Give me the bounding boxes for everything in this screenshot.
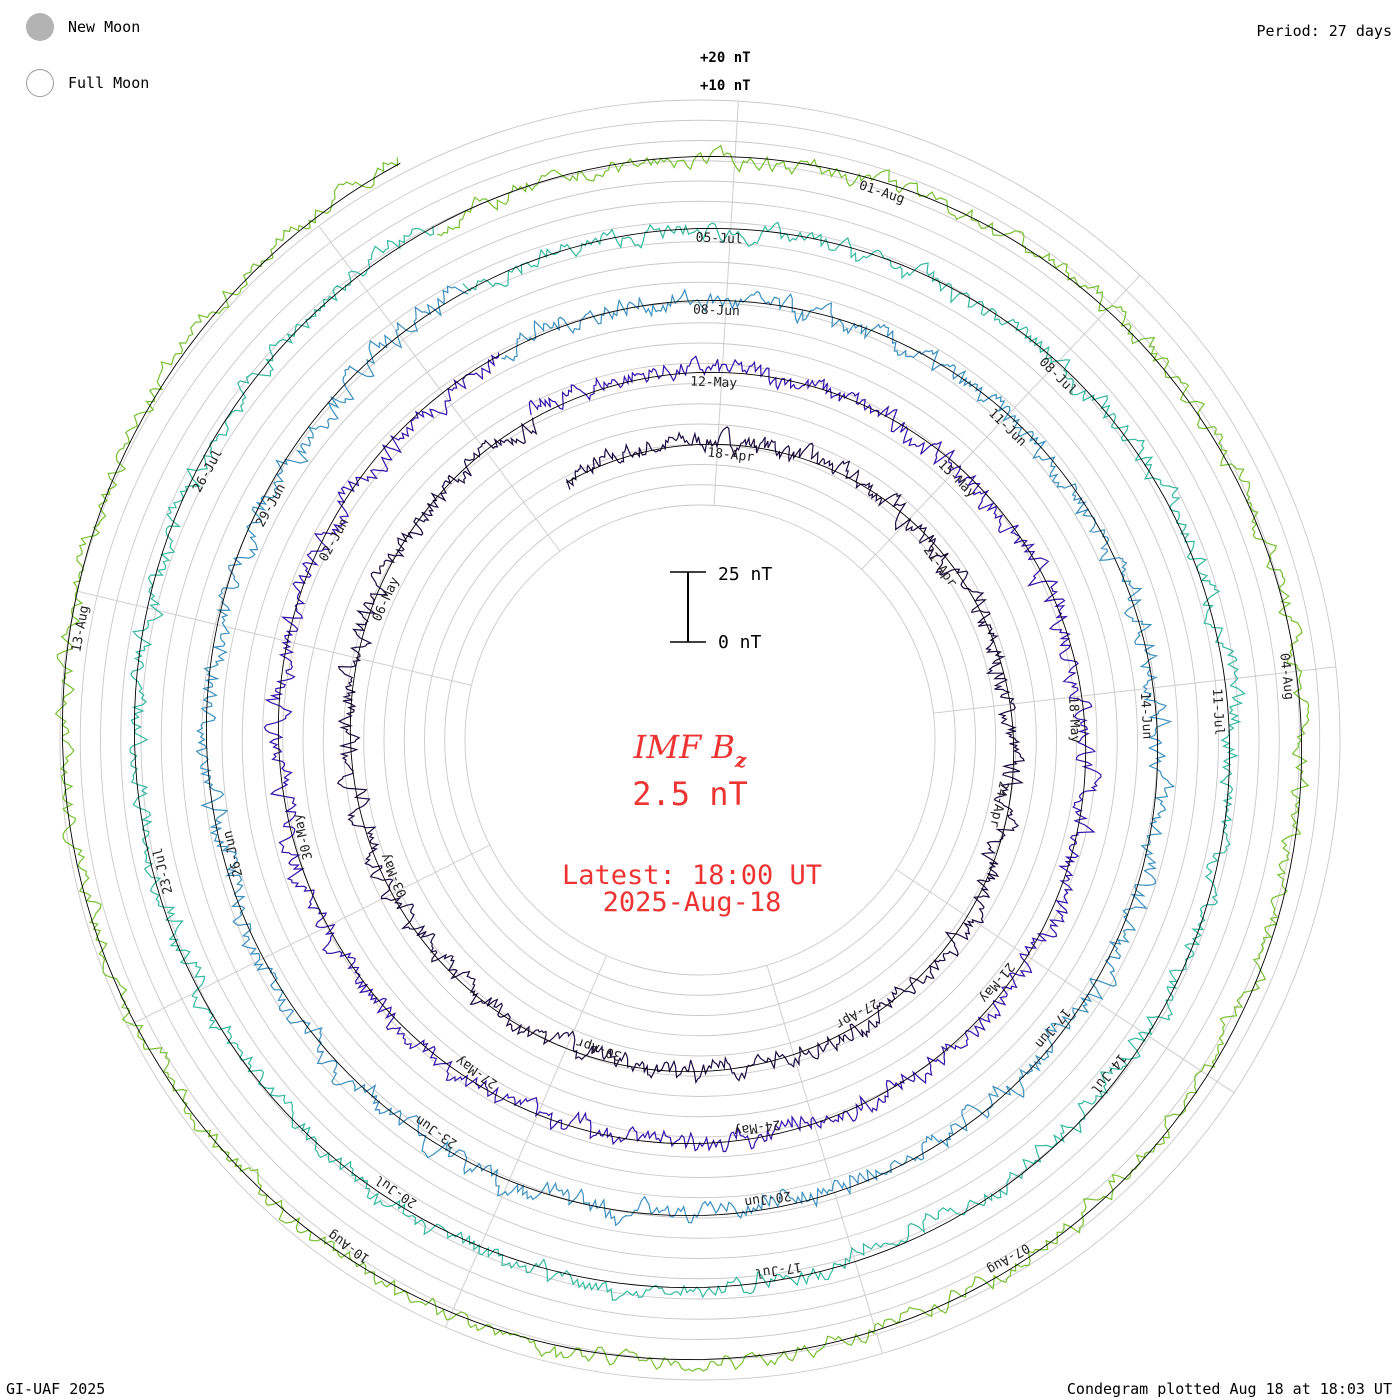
center-title-main: IMF B bbox=[633, 728, 735, 766]
full-moon-icon bbox=[26, 69, 54, 97]
scale-label-upper: +20 nT bbox=[700, 50, 751, 66]
scale-bar-bottom-label: 0 nT bbox=[718, 632, 762, 653]
radial-spoke bbox=[444, 955, 607, 1328]
grid-ring bbox=[444, 484, 956, 996]
date-label: 08-Jun bbox=[693, 303, 741, 320]
zero-line bbox=[277, 354, 1087, 1145]
grid-ring bbox=[343, 383, 1057, 1097]
new-moon-label: New Moon bbox=[68, 18, 141, 36]
radial-spoke bbox=[933, 666, 1336, 714]
date-label: 21-May bbox=[976, 959, 1017, 1005]
center-value: 2.5 nT bbox=[632, 775, 748, 813]
date-label: 11-Jul bbox=[1209, 688, 1227, 736]
date-label: 01-Aug bbox=[857, 178, 906, 207]
grid-ring bbox=[140, 180, 1260, 1300]
date-label: 18-May bbox=[1065, 696, 1083, 744]
credit-label: GI-UAF 2025 bbox=[6, 1380, 106, 1398]
series-trace bbox=[129, 221, 1246, 1301]
date-label: 23-Jul bbox=[151, 846, 177, 895]
radial-spoke bbox=[766, 965, 883, 1354]
grid-ring bbox=[120, 160, 1280, 1320]
radial-spoke bbox=[127, 844, 491, 1027]
radial-spokes bbox=[77, 101, 1336, 1354]
date-label: 18-Apr bbox=[707, 445, 755, 465]
latest-time: Latest: 18:00 UT bbox=[562, 860, 822, 891]
grid-ring bbox=[464, 504, 936, 976]
zero-line bbox=[205, 290, 1159, 1217]
series-trace bbox=[263, 352, 1102, 1153]
date-label: 07-Aug bbox=[984, 1240, 1032, 1277]
date-label: 23-Jun bbox=[413, 1112, 460, 1151]
period-label: Period: 27 days bbox=[1256, 22, 1392, 40]
center-title-sub: z bbox=[734, 748, 747, 772]
legend-full-moon: Full Moon bbox=[26, 68, 149, 98]
grid-ring bbox=[160, 200, 1240, 1280]
date-label: 26-Jun bbox=[221, 829, 247, 878]
grid-ring bbox=[181, 221, 1219, 1259]
date-label: 04-Aug bbox=[1276, 652, 1296, 700]
grid-rings bbox=[59, 99, 1341, 1381]
date-label: 17-Jul bbox=[754, 1259, 803, 1281]
date-label: 02-Jun bbox=[316, 516, 352, 564]
grid-ring bbox=[424, 464, 976, 1016]
date-label: 14-Jun bbox=[1137, 692, 1155, 740]
series-trace bbox=[54, 144, 1310, 1372]
radial-spoke bbox=[895, 869, 1235, 1094]
latest-date: 2025-Aug-18 bbox=[603, 887, 782, 918]
zero-line bbox=[61, 155, 1303, 1361]
date-label: 24-May bbox=[733, 1116, 782, 1138]
grid-ring bbox=[322, 362, 1078, 1118]
scale-bar: 25 nT 0 nT bbox=[670, 564, 772, 653]
date-label: 20-Jul bbox=[373, 1172, 420, 1211]
grid-ring bbox=[59, 99, 1341, 1381]
grid-ring bbox=[221, 261, 1179, 1219]
grid-ring bbox=[282, 322, 1118, 1158]
plotted-label: Condegram plotted Aug 18 at 18:03 UT bbox=[1066, 1380, 1392, 1398]
grid-ring bbox=[201, 241, 1199, 1239]
date-label: 26-Jul bbox=[190, 447, 226, 495]
data-series bbox=[54, 144, 1310, 1372]
scale-label-lower: +10 nT bbox=[700, 78, 751, 94]
scale-bar-top-label: 25 nT bbox=[718, 564, 772, 585]
date-label: 20-Jun bbox=[743, 1188, 792, 1210]
zero-line bbox=[133, 226, 1231, 1289]
radial-spoke bbox=[318, 225, 561, 552]
radial-spoke bbox=[77, 590, 472, 686]
zero-line bbox=[349, 418, 1015, 1073]
grid-ring bbox=[100, 140, 1300, 1340]
date-label: 10-Aug bbox=[326, 1227, 373, 1266]
date-label: 12-May bbox=[690, 374, 738, 391]
center-title: IMF Bz bbox=[633, 728, 747, 772]
date-label: 05-Jul bbox=[695, 231, 743, 248]
radial-spoke bbox=[713, 101, 739, 506]
date-label: 24-Apr bbox=[986, 780, 1011, 829]
new-moon-icon bbox=[26, 13, 54, 41]
series-trace bbox=[336, 417, 1025, 1085]
legend-new-moon: New Moon bbox=[26, 12, 140, 42]
full-moon-label: Full Moon bbox=[68, 74, 150, 92]
grid-ring bbox=[302, 342, 1098, 1138]
